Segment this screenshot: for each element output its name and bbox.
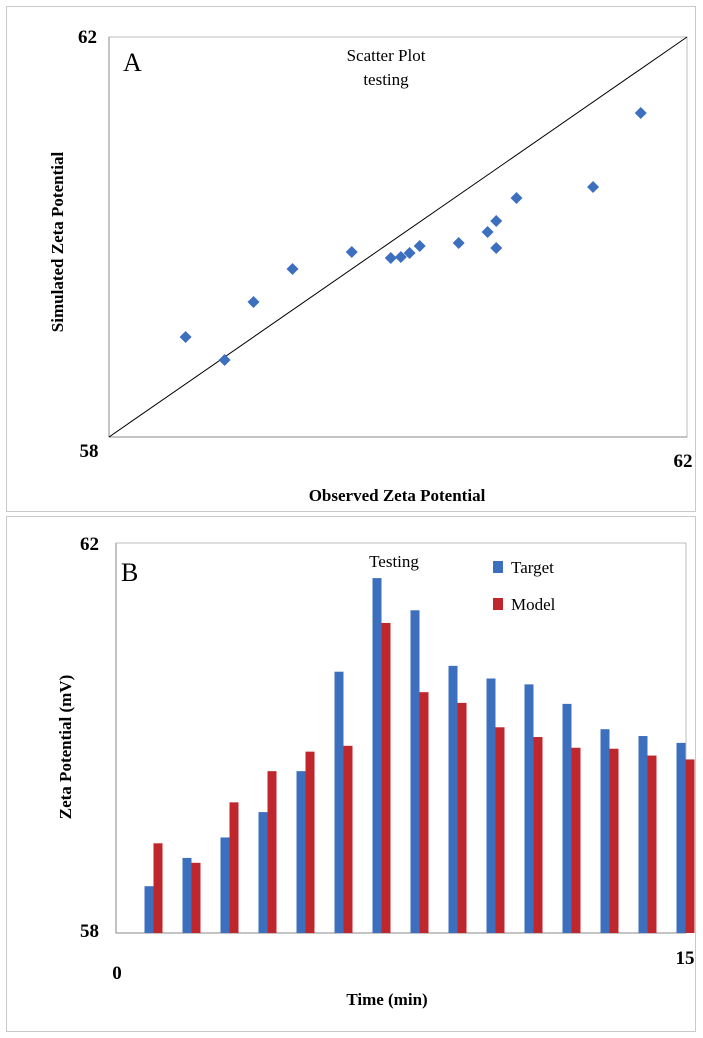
scatter-point-15	[587, 181, 600, 193]
legend-swatch-target	[493, 561, 503, 573]
scatter-point-1	[179, 331, 192, 343]
x-tick-label-62: 62	[674, 451, 693, 472]
y-axis-label-b: Zeta Potential (mV)	[56, 675, 75, 819]
y-tick-label-62: 62	[78, 27, 97, 48]
chart-title-b: Testing	[369, 552, 419, 571]
scatter-point-6	[384, 252, 397, 264]
bar-model-4	[267, 771, 277, 933]
scatter-point-3	[247, 296, 260, 308]
legend-label-model: Model	[511, 595, 556, 614]
scatter-point-8	[403, 247, 416, 259]
bar-target-6	[334, 671, 344, 933]
scatter-point-10	[452, 237, 465, 249]
panel-letter-a: A	[123, 48, 142, 77]
x-axis-label-a: Observed Zeta Potential	[309, 486, 486, 505]
bar-target-3	[220, 837, 230, 933]
bar-target-5	[296, 771, 306, 933]
bar-model-7	[381, 622, 391, 933]
reference-line	[108, 36, 688, 438]
bar-target-9	[448, 665, 458, 933]
y-tick-label-58: 58	[80, 921, 99, 942]
scatter-point-16	[634, 107, 647, 119]
bar-target-11	[524, 684, 534, 933]
scatter-point-4	[286, 263, 299, 275]
bar-target-15	[676, 742, 686, 933]
bar-model-5	[305, 751, 315, 933]
bar-model-3	[229, 802, 239, 933]
bar-model-8	[419, 692, 429, 933]
scatter-point-11	[481, 226, 494, 238]
bar-model-14	[647, 755, 657, 933]
scatter-chart: A Scatter Plot testing 62 58 62 Observed…	[48, 27, 693, 505]
scatter-point-5	[345, 246, 358, 258]
bar-model-15	[685, 759, 695, 933]
legend-swatch-model	[493, 598, 503, 610]
scatter-point-12	[490, 215, 503, 227]
chart-subtitle-a: testing	[363, 70, 409, 89]
bar-model-10	[495, 727, 505, 933]
scatter-point-9	[413, 240, 426, 252]
bar-model-9	[457, 702, 467, 933]
legend-label-target: Target	[511, 558, 554, 577]
x-tick-label-15: 15	[676, 948, 695, 969]
scatter-point-7	[394, 251, 407, 263]
y-axis-label-a: Simulated Zeta Potential	[48, 152, 67, 333]
x-tick-label-58: 58	[80, 441, 99, 462]
bar-model-2	[191, 862, 201, 933]
bar-target-1	[144, 886, 154, 933]
bar-chart: B Testing Target Model 62 58 0 15 Time (…	[56, 534, 695, 1009]
scatter-panel-a: A Scatter Plot testing 62 58 62 Observed…	[6, 6, 696, 512]
y-tick-label-62: 62	[80, 534, 99, 555]
scatter-point-14	[510, 192, 523, 204]
legend: Target Model	[493, 558, 556, 614]
bar-model-11	[533, 737, 543, 933]
bar-target-4	[258, 812, 268, 933]
bar-model-6	[343, 745, 353, 933]
scatter-point-2	[218, 354, 231, 366]
x-tick-label-0: 0	[112, 963, 122, 984]
bar-target-8	[410, 610, 420, 933]
bar-target-2	[182, 857, 192, 933]
bar-target-10	[486, 678, 496, 933]
bar-target-13	[600, 729, 610, 933]
bar-model-13	[609, 748, 619, 933]
bar-target-14	[638, 736, 648, 933]
x-axis-label-b: Time (min)	[346, 990, 427, 1009]
bar-target-7	[372, 578, 382, 933]
bar-model-1	[153, 843, 163, 933]
chart-title-a: Scatter Plot	[347, 46, 426, 65]
bar-panel-b: B Testing Target Model 62 58 0 15 Time (…	[6, 516, 696, 1032]
bar-model-12	[571, 747, 581, 933]
bar-target-12	[562, 703, 572, 933]
panel-letter-b: B	[121, 558, 138, 587]
scatter-point-13	[490, 242, 503, 254]
